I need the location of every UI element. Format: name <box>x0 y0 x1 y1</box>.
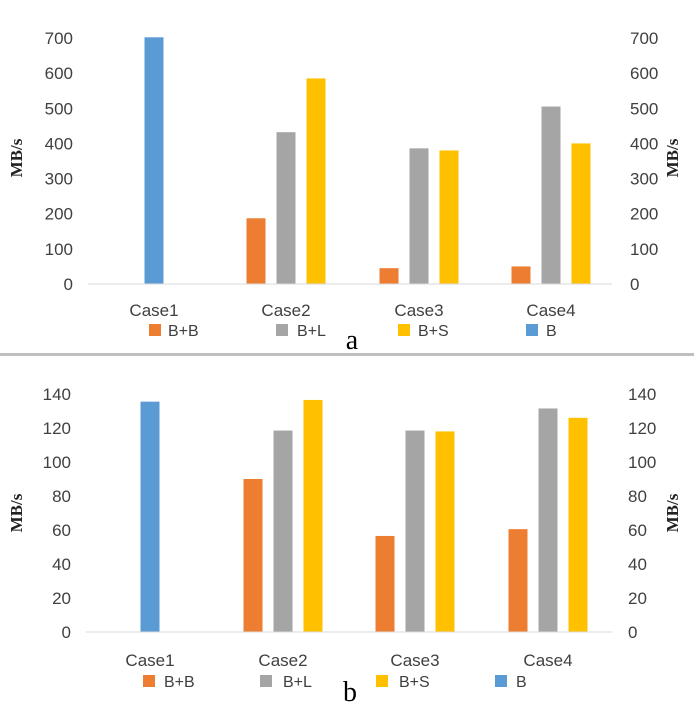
y-tick-label-right: 140 <box>628 385 656 404</box>
legend-swatch-b-s <box>398 324 410 336</box>
legend-swatch-b <box>495 675 507 687</box>
y-tick-label-right: 500 <box>630 99 658 118</box>
y-tick-label-left: 40 <box>52 555 71 574</box>
y-tick-label-right: 0 <box>628 623 637 642</box>
y-tick-label-left: 200 <box>45 205 73 224</box>
bar-b-s-case3 <box>435 431 455 632</box>
bar-b-l-case4 <box>541 106 561 285</box>
y-tick-label-left: 20 <box>52 589 71 608</box>
bar-b-s-case4 <box>568 417 588 632</box>
y-tick-label-right: 100 <box>630 240 658 259</box>
y-tick-label-right: 0 <box>630 275 639 294</box>
legend-label: B+L <box>283 674 312 691</box>
y-tick-label-right: 600 <box>630 64 658 83</box>
panel-letter: b <box>343 677 357 708</box>
legend-label: B <box>546 323 557 340</box>
chart-panel-a: 0 0 100 100 200 200 300 300 400 400 500 500 600 600 70… <box>0 0 694 356</box>
bar-b-s-case2 <box>303 399 323 632</box>
x-category-label: Case3 <box>390 651 439 670</box>
y-tick-label-left: 300 <box>45 170 73 189</box>
y-tick-label-left: 600 <box>45 64 73 83</box>
legend-swatch-b <box>526 324 538 336</box>
y-tick-label-right: 120 <box>628 419 656 438</box>
y-tick-label-right: 700 <box>630 29 658 48</box>
y-tick-label-right: 80 <box>628 487 647 506</box>
bar-b-case1 <box>140 401 160 632</box>
bar-b-s-case3 <box>439 150 459 284</box>
y-tick-label-right: 40 <box>628 555 647 574</box>
y-tick-label-left: 60 <box>52 521 71 540</box>
bar-b-l-case4 <box>538 408 558 632</box>
legend-label: B <box>516 674 527 691</box>
y-tick-label-left: 120 <box>43 419 71 438</box>
bar-b-case1 <box>144 37 164 284</box>
bar-b-b-case2 <box>246 218 266 284</box>
y-tick-label-right: 20 <box>628 589 647 608</box>
x-category-label: Case4 <box>526 301 575 320</box>
x-category-label: Case2 <box>258 651 307 670</box>
legend-label: B+B <box>164 674 195 691</box>
bar-b-s-case4 <box>571 143 591 284</box>
legend-label: B+B <box>168 323 199 340</box>
panel-divider <box>0 353 694 356</box>
y-tick-label-left: 500 <box>45 99 73 118</box>
y-axis-title-right: MB/s <box>663 138 682 177</box>
y-tick-label-left: 100 <box>45 240 73 259</box>
bar-b-b-case3 <box>375 535 395 632</box>
y-tick-label-left: 100 <box>43 453 71 472</box>
y-tick-label-right: 100 <box>628 453 656 472</box>
bar-b-b-case3 <box>379 268 399 284</box>
y-tick-label-left: 0 <box>62 623 71 642</box>
legend-swatch-b-l <box>260 675 272 687</box>
y-axis-title-right: MB/s <box>663 493 682 532</box>
x-category-label: Case4 <box>523 651 572 670</box>
y-tick-label-right: 300 <box>630 170 658 189</box>
bar-b-l-case2 <box>276 132 296 284</box>
x-category-label: Case1 <box>129 301 178 320</box>
legend-swatch-b-l <box>276 324 288 336</box>
bar-b-l-case3 <box>409 148 429 284</box>
chart-panel-b: 0 0 20 20 40 40 60 60 80 80 100 100 120 120 140 140 MB/s… <box>0 356 694 711</box>
bar-b-b-case4 <box>508 529 528 632</box>
panel-letter: a <box>346 325 359 354</box>
y-tick-label-left: 80 <box>52 487 71 506</box>
legend-label: B+S <box>418 323 449 340</box>
y-tick-label-left: 0 <box>64 275 73 294</box>
legend-swatch-b-b <box>149 324 161 336</box>
x-category-label: Case3 <box>394 301 443 320</box>
x-category-label: Case2 <box>261 301 310 320</box>
legend-label: B+L <box>297 323 326 340</box>
y-tick-label-left: 140 <box>43 385 71 404</box>
legend-swatch-b-s <box>376 675 388 687</box>
y-tick-label-right: 400 <box>630 134 658 153</box>
bar-b-b-case4 <box>511 266 531 284</box>
y-tick-label-left: 700 <box>45 29 73 48</box>
bar-b-s-case2 <box>306 78 326 285</box>
y-tick-label-left: 400 <box>45 134 73 153</box>
bar-b-b-case2 <box>243 479 263 632</box>
legend-label: B+S <box>399 674 430 691</box>
y-tick-label-right: 60 <box>628 521 647 540</box>
y-tick-label-right: 200 <box>630 205 658 224</box>
bar-chart-b: 0 0 20 20 40 40 60 60 80 80 100 100 120 120 140 140 MB/s… <box>7 385 682 708</box>
bar-b-l-case3 <box>405 430 425 632</box>
y-axis-title-left: MB/s <box>7 493 26 532</box>
bar-b-l-case2 <box>273 430 293 632</box>
bar-chart-a: 0 0 100 100 200 200 300 300 400 400 500 500 600 600 70… <box>7 29 682 356</box>
legend-swatch-b-b <box>143 675 155 687</box>
x-category-label: Case1 <box>125 651 174 670</box>
y-axis-title-left: MB/s <box>7 138 26 177</box>
